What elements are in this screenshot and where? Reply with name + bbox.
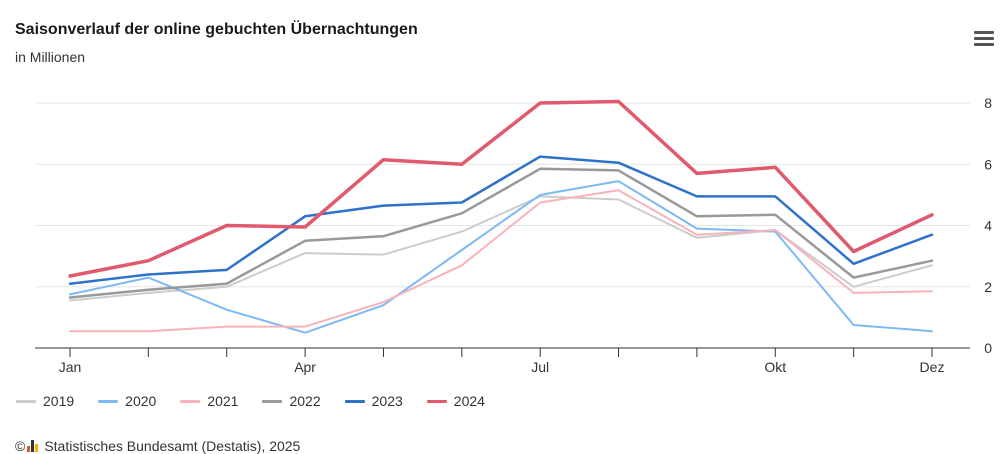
chart-title: Saisonverlauf der online gebuchten Übern…: [15, 21, 418, 38]
series-line-2023[interactable]: [68, 155, 934, 285]
y-axis: 0 2 4 6 8: [984, 95, 992, 356]
source-text: Statistisches Bundesamt (Destatis), 2025: [44, 438, 301, 454]
y-tick-label: 8: [984, 95, 992, 111]
legend-swatch: [98, 399, 119, 403]
legend-label: 2023: [371, 393, 403, 409]
x-tick-label: Jul: [531, 359, 549, 375]
legend-item-2019[interactable]: 2019: [16, 393, 74, 409]
y-tick-label: 6: [984, 156, 992, 172]
legend-swatch: [344, 399, 365, 403]
x-axis: Jan Apr Jul Okt Dez: [35, 347, 970, 375]
legend-item-2022[interactable]: 2022: [262, 393, 321, 409]
chart-subtitle: in Millionen: [15, 49, 86, 65]
legend-swatch: [180, 399, 201, 403]
legend-item-2020[interactable]: 2020: [98, 393, 156, 409]
y-tick-label: 0: [984, 340, 992, 356]
hamburger-menu-icon[interactable]: [974, 31, 994, 47]
legend-label: 2020: [125, 393, 157, 409]
x-tick-label: Okt: [764, 359, 786, 375]
legend-label: 2021: [207, 393, 239, 409]
legend-label: 2019: [43, 393, 75, 409]
x-tick-label: Dez: [920, 359, 945, 375]
legend-swatch: [426, 399, 447, 403]
series-lines: [68, 99, 934, 334]
legend-swatch: [262, 399, 283, 403]
copyright-symbol: ©: [15, 438, 26, 454]
legend-swatch: [16, 399, 36, 403]
x-tick-label: Jan: [59, 359, 82, 375]
legend: 2019 2020 2021 2022 2023 2024: [16, 393, 509, 409]
x-tick-label: Apr: [294, 359, 316, 375]
series-line-2020[interactable]: [69, 180, 933, 334]
series-line-2022[interactable]: [68, 167, 934, 299]
y-tick-label: 2: [984, 279, 992, 295]
legend-item-2023[interactable]: 2023: [344, 393, 403, 409]
y-tick-label: 4: [984, 218, 992, 234]
legend-label: 2024: [453, 393, 485, 409]
legend-item-2024[interactable]: 2024: [426, 393, 485, 409]
series-line-2021[interactable]: [69, 189, 933, 333]
series-line-2024[interactable]: [68, 99, 934, 278]
legend-label: 2022: [289, 393, 321, 409]
legend-item-2021[interactable]: 2021: [180, 393, 238, 409]
source-credit: © Statistisches Bundesamt (Destatis), 20…: [15, 438, 300, 454]
destatis-logo-icon: [27, 440, 40, 452]
